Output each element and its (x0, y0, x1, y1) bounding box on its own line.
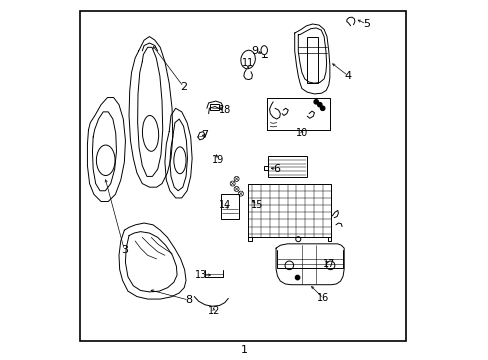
Text: 18: 18 (218, 105, 230, 115)
Text: 13: 13 (195, 270, 207, 280)
Text: 10: 10 (295, 129, 307, 138)
Text: 11: 11 (242, 58, 254, 68)
Text: 1: 1 (241, 345, 247, 355)
Bar (306, 37, 317, 83)
Text: 16: 16 (317, 293, 329, 303)
Text: 6: 6 (273, 164, 280, 174)
Bar (210, 104, 219, 110)
Circle shape (320, 106, 324, 111)
Circle shape (313, 100, 318, 104)
Text: 8: 8 (185, 295, 192, 305)
Text: 3: 3 (121, 245, 127, 255)
Circle shape (317, 103, 321, 107)
Text: 7: 7 (201, 130, 208, 140)
Text: 19: 19 (211, 155, 224, 165)
Text: 9: 9 (251, 46, 258, 56)
Text: 14: 14 (218, 200, 230, 210)
Text: 12: 12 (207, 306, 220, 316)
Circle shape (295, 275, 299, 280)
Text: 17: 17 (322, 259, 334, 269)
Text: 4: 4 (344, 71, 351, 81)
Text: 5: 5 (362, 19, 369, 29)
Text: 2: 2 (180, 82, 187, 92)
Bar (221, 194, 239, 220)
Text: 15: 15 (250, 200, 263, 210)
Bar (267, 156, 306, 177)
